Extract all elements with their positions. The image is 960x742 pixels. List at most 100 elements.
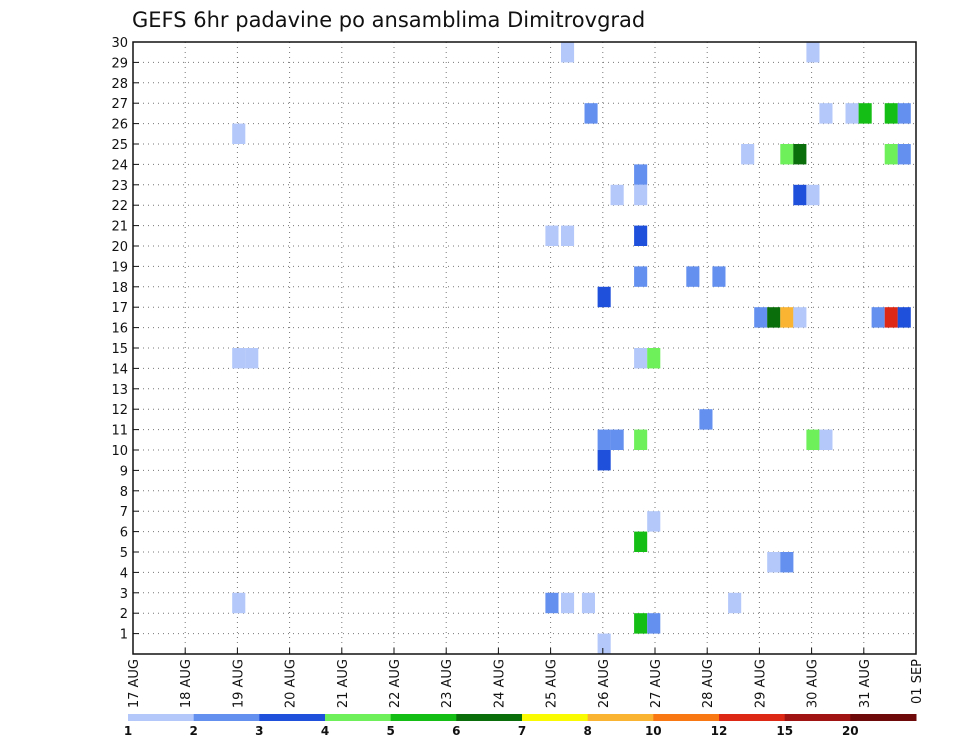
colorbar-swatch (587, 714, 654, 721)
precip-cell (561, 225, 575, 246)
precip-cell (610, 429, 624, 450)
precip-cell (884, 307, 898, 328)
y-tick-label: 6 (120, 526, 128, 541)
x-tick-label: 20 AUG (284, 659, 299, 708)
colorbar-label: 20 (842, 724, 859, 738)
precip-cell (884, 144, 898, 165)
precip-cell (793, 184, 807, 206)
precip-cell (845, 103, 859, 124)
grid (133, 41, 916, 654)
precip-cell (686, 266, 700, 287)
colorbar-swatch (850, 714, 917, 721)
y-tick-label: 5 (120, 546, 128, 561)
precip-cell (634, 266, 648, 287)
x-tick-label: 01 SEP (910, 659, 925, 704)
x-tick-label: 18 AUG (179, 659, 194, 708)
precip-cell (545, 225, 559, 246)
precip-cell (793, 144, 807, 165)
y-tick-label: 26 (111, 118, 128, 133)
precip-cell (647, 613, 661, 634)
y-tick-label: 16 (111, 322, 128, 337)
x-tick-label: 22 AUG (388, 659, 403, 708)
precip-cell (754, 307, 768, 328)
precip-cell (634, 429, 648, 450)
y-tick-label: 2 (120, 607, 128, 622)
colorbar: 1 2 3 4 5 6 7 8 10 12 15 20 (124, 714, 917, 738)
colorbar-swatch (719, 714, 786, 721)
y-tick-label: 24 (111, 158, 128, 173)
y-tick-label: 23 (111, 179, 128, 194)
y-axis: 1234567891011121314151617181920212223242… (111, 36, 139, 643)
colorbar-swatch (390, 714, 457, 721)
x-tick-label: 25 AUG (545, 659, 560, 708)
precip-cell (741, 144, 755, 165)
x-tick-label: 29 AUG (753, 659, 768, 708)
y-tick-label: 22 (111, 199, 128, 214)
colorbar-label: 2 (190, 724, 198, 738)
y-tick-label: 10 (111, 444, 128, 459)
precip-cell (634, 613, 648, 634)
y-tick-label: 27 (111, 97, 128, 112)
y-tick-label: 28 (111, 77, 128, 92)
precip-cell (793, 307, 807, 328)
x-tick-label: 31 AUG (858, 659, 873, 708)
y-tick-label: 15 (111, 342, 128, 357)
colorbar-swatch (653, 714, 720, 721)
precip-cell (806, 42, 820, 63)
colorbar-swatch (522, 714, 589, 721)
x-tick-label: 19 AUG (231, 659, 246, 708)
x-tick-label: 26 AUG (597, 659, 612, 708)
colorbar-label: 3 (255, 724, 263, 738)
y-tick-label: 11 (111, 424, 128, 439)
precip-cell (647, 348, 661, 369)
x-tick-label: 21 AUG (336, 659, 351, 708)
precip-cell (806, 184, 820, 206)
y-tick-label: 7 (120, 505, 128, 520)
precip-cell (634, 184, 648, 206)
x-tick-label: 27 AUG (649, 659, 664, 708)
precip-cell (634, 225, 648, 246)
precip-cell (581, 592, 595, 614)
colorbar-swatch (128, 714, 195, 721)
precip-cell (561, 592, 575, 614)
colorbar-label: 7 (518, 724, 526, 738)
precip-cell (634, 164, 648, 185)
precip-cell (806, 429, 820, 450)
colorbar-swatch (784, 714, 851, 721)
precip-cell (699, 409, 713, 430)
y-tick-label: 9 (120, 464, 128, 479)
precip-cell (561, 42, 575, 63)
x-tick-label: 24 AUG (492, 659, 507, 708)
y-tick-label: 14 (111, 362, 128, 377)
precip-cell (232, 123, 246, 144)
y-tick-label: 21 (111, 220, 128, 235)
precip-cell (819, 103, 833, 124)
y-tick-label: 19 (111, 260, 128, 275)
chart-title: GEFS 6hr padavine po ansamblima Dimitrov… (132, 8, 645, 32)
colorbar-label: 1 (124, 724, 132, 738)
precip-cell (884, 103, 898, 124)
precip-cell (245, 348, 259, 369)
colorbar-label: 4 (321, 724, 329, 738)
colorbar-label: 8 (584, 724, 592, 738)
precip-cell (597, 429, 611, 450)
y-tick-label: 30 (111, 36, 128, 51)
y-tick-label: 13 (111, 383, 128, 398)
precip-cell (871, 307, 885, 328)
precip-cell (819, 429, 833, 450)
precip-cell (767, 552, 781, 573)
precip-cell (232, 592, 246, 614)
y-tick-label: 25 (111, 138, 128, 153)
precip-cell (545, 592, 559, 614)
y-tick-label: 12 (111, 403, 128, 418)
precip-cell (597, 633, 611, 654)
precip-cell (712, 266, 726, 287)
precip-cell (897, 307, 911, 328)
colorbar-label: 15 (776, 724, 793, 738)
x-axis: 17 AUG 18 AUG 19 AUG 20 AUG 21 AUG 22 AUG 23 A… (127, 648, 925, 708)
precip-cell (767, 307, 781, 328)
colorbar-label: 5 (387, 724, 395, 738)
y-tick-label: 8 (120, 485, 128, 500)
y-tick-label: 29 (111, 56, 128, 71)
y-tick-label: 1 (120, 628, 128, 643)
